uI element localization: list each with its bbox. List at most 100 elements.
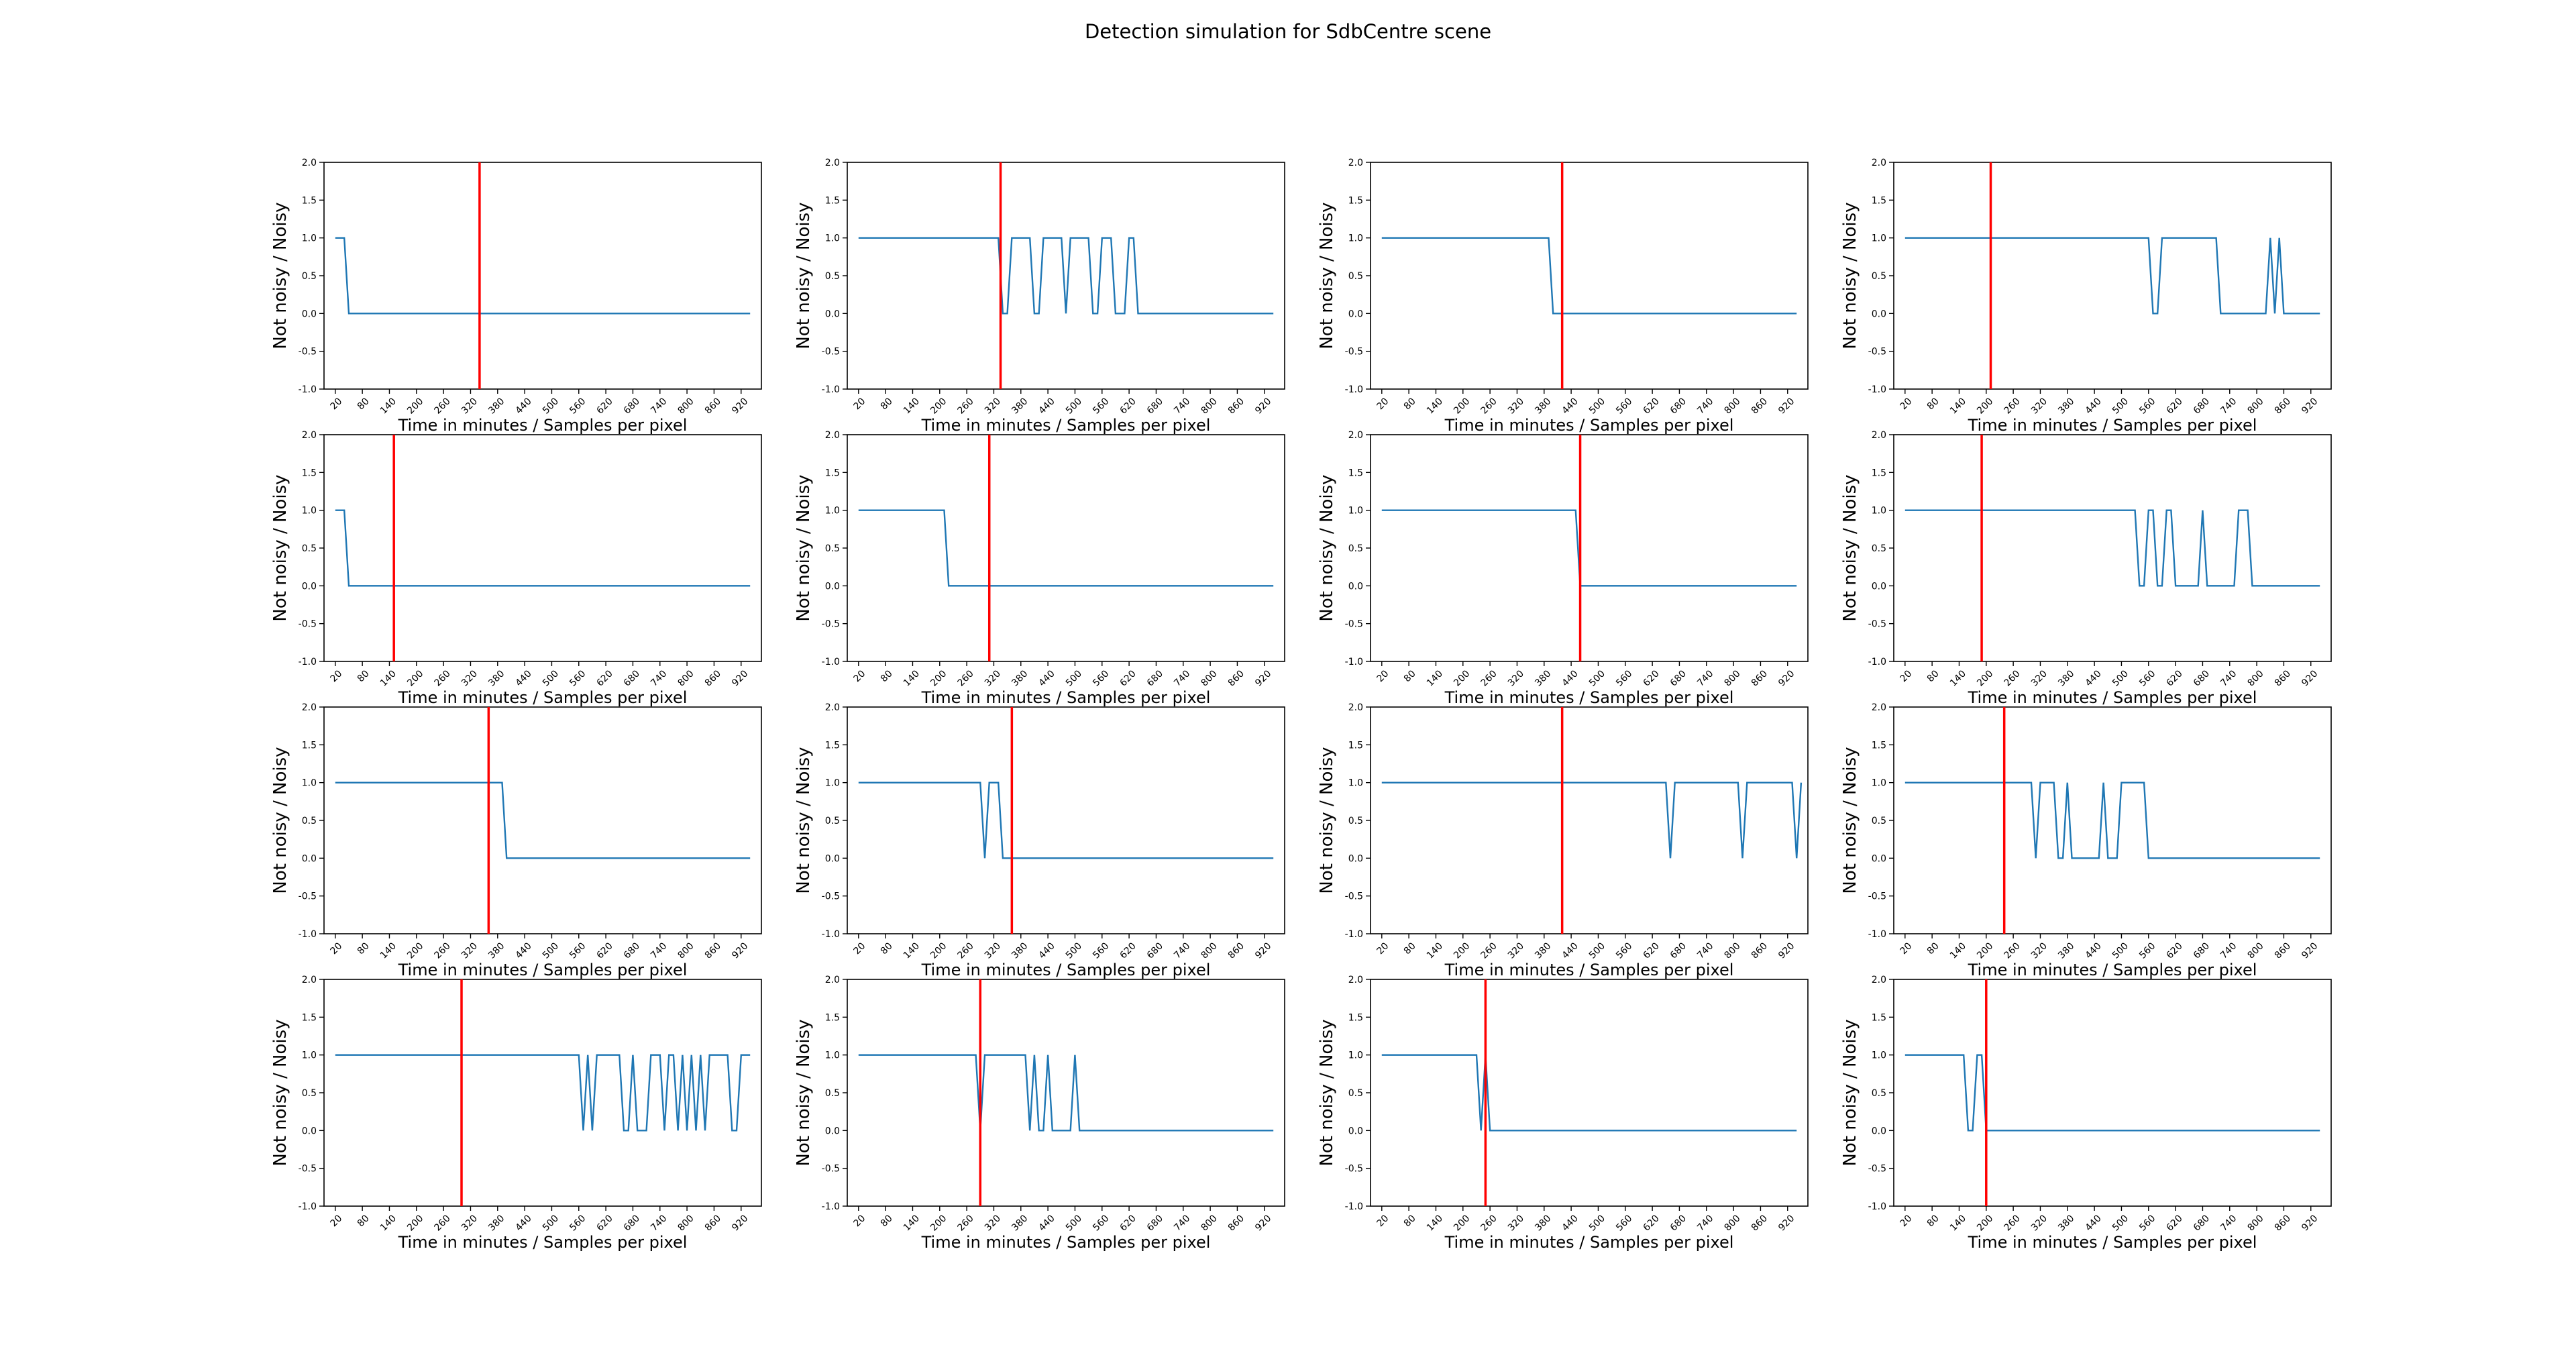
y-axis-label: Not noisy / Noisy <box>1840 1019 1860 1166</box>
x-tick-label: 320 <box>1506 668 1526 688</box>
x-tick-label: 20 <box>1898 668 1914 684</box>
plot-frame <box>1370 706 1809 934</box>
x-tick-label: 380 <box>2056 668 2076 688</box>
x-tick-label: 680 <box>1668 940 1688 961</box>
y-tick-label: 0.5 <box>1872 1088 1886 1099</box>
y-axis-label: Not noisy / Noisy <box>1840 202 1860 349</box>
x-tick-label: 920 <box>730 940 750 961</box>
x-tick-label: 200 <box>1452 396 1472 416</box>
y-tick-label: -0.5 <box>1345 347 1363 358</box>
x-tick-label: 920 <box>1776 1213 1796 1233</box>
x-tick-label: 860 <box>1750 1213 1770 1233</box>
x-tick-label: 200 <box>1975 940 1995 961</box>
x-tick-label: 740 <box>1172 1213 1192 1233</box>
x-tick-label: 920 <box>2300 1213 2320 1233</box>
x-tick-label: 200 <box>1452 940 1472 961</box>
x-tick-label: 380 <box>1010 940 1030 961</box>
x-tick-label: 560 <box>1614 1213 1634 1233</box>
x-tick-label: 740 <box>1695 396 1715 416</box>
plot-frame <box>847 162 1285 390</box>
x-tick-label: 200 <box>1975 1213 1995 1233</box>
x-tick-label: 860 <box>1226 940 1246 961</box>
signal-line <box>335 237 751 315</box>
x-axis-label: Time in minutes / Samples per pixel <box>921 1233 1211 1252</box>
y-tick-label: -1.0 <box>1868 657 1886 667</box>
x-tick-label: 80 <box>879 668 895 684</box>
y-tick-label: 1.0 <box>302 1050 317 1061</box>
y-tick-label: 1.5 <box>1872 468 1886 478</box>
y-tick-label: 0.0 <box>302 1126 317 1136</box>
x-tick-label: 860 <box>2273 940 2293 961</box>
x-tick-label: 320 <box>460 396 480 416</box>
y-axis-label: Not noisy / Noisy <box>270 747 290 894</box>
y-tick-label: 2.0 <box>1348 702 1363 713</box>
y-tick-label: 1.0 <box>825 1050 840 1061</box>
x-tick-label: 920 <box>1253 940 1273 961</box>
x-tick-label: 140 <box>902 940 922 961</box>
signal-line <box>1381 509 1797 587</box>
x-tick-label: 80 <box>1925 940 1941 957</box>
x-tick-label: 20 <box>328 668 344 684</box>
x-axis-label: Time in minutes / Samples per pixel <box>1444 961 1734 979</box>
subplot-16: -1.0 -0.5 0.0 0.5 1.0 1.5 2.0 20 80 140 200 260 320 3… <box>1840 975 2332 1252</box>
y-tick-label: 2.0 <box>1872 702 1886 713</box>
x-tick-label: 920 <box>1776 940 1796 961</box>
subplot-1: -1.0 -0.5 0.0 0.5 1.0 1.5 2.0 20 80 140 200 260 320 3… <box>270 158 762 435</box>
x-tick-label: 380 <box>486 396 506 416</box>
x-tick-label: 560 <box>1091 1213 1111 1233</box>
x-tick-label: 200 <box>405 396 425 416</box>
y-tick-label: 2.0 <box>302 702 317 713</box>
x-tick-label: 620 <box>2164 396 2184 416</box>
y-tick-label: 1.5 <box>825 740 840 751</box>
y-tick-label: -0.5 <box>299 892 317 902</box>
signal-line <box>858 509 1274 587</box>
x-tick-label: 740 <box>1695 940 1715 961</box>
x-tick-label: 380 <box>1533 396 1553 416</box>
y-tick-label: -1.0 <box>822 384 840 395</box>
x-tick-label: 380 <box>2056 396 2076 416</box>
x-axis-label: Time in minutes / Samples per pixel <box>398 961 688 979</box>
y-tick-label: 2.0 <box>825 702 840 713</box>
y-tick-label: -1.0 <box>1868 384 1886 395</box>
y-tick-label: -1.0 <box>1345 929 1363 940</box>
x-tick-label: 260 <box>2002 1213 2023 1233</box>
x-tick-label: 140 <box>1948 940 1968 961</box>
x-tick-label: 860 <box>703 668 723 688</box>
signal-line <box>335 1054 751 1132</box>
x-tick-label: 20 <box>1898 940 1914 957</box>
y-tick-label: -0.5 <box>1345 892 1363 902</box>
y-tick-label: -1.0 <box>1345 1201 1363 1212</box>
y-tick-label: 0.0 <box>1348 309 1363 319</box>
x-axis-label: Time in minutes / Samples per pixel <box>1444 416 1734 435</box>
y-tick-label: -0.5 <box>1345 1164 1363 1175</box>
y-tick-label: 1.0 <box>302 233 317 244</box>
plot-frame <box>1370 434 1809 662</box>
x-tick-label: 260 <box>433 396 453 416</box>
x-tick-label: 260 <box>433 1213 453 1233</box>
x-axis-label: Time in minutes / Samples per pixel <box>1444 1233 1734 1252</box>
x-tick-label: 380 <box>486 940 506 961</box>
y-tick-label: -1.0 <box>822 657 840 667</box>
plot-frame <box>323 979 762 1207</box>
x-tick-label: 860 <box>1226 668 1246 688</box>
x-tick-label: 20 <box>328 940 344 957</box>
x-tick-label: 380 <box>1533 1213 1553 1233</box>
x-tick-label: 740 <box>649 940 669 961</box>
y-axis-label: Not noisy / Noisy <box>270 474 290 621</box>
x-tick-label: 380 <box>1533 940 1553 961</box>
y-tick-label: 1.5 <box>1872 195 1886 206</box>
y-tick-label: 1.5 <box>1348 468 1363 478</box>
y-tick-label: 2.0 <box>1872 430 1886 441</box>
x-tick-label: 200 <box>405 668 425 688</box>
x-tick-label: 20 <box>1375 668 1391 684</box>
x-tick-label: 560 <box>1614 940 1634 961</box>
y-tick-label: 1.0 <box>1348 506 1363 517</box>
x-tick-label: 920 <box>1776 668 1796 688</box>
y-tick-label: 0.5 <box>1348 543 1363 554</box>
x-tick-label: 140 <box>1948 1213 1968 1233</box>
y-tick-label: -0.5 <box>299 1164 317 1175</box>
x-tick-label: 920 <box>2300 396 2320 416</box>
x-tick-label: 680 <box>1145 1213 1165 1233</box>
x-tick-label: 620 <box>1641 1213 1661 1233</box>
plot-frame <box>847 434 1285 662</box>
